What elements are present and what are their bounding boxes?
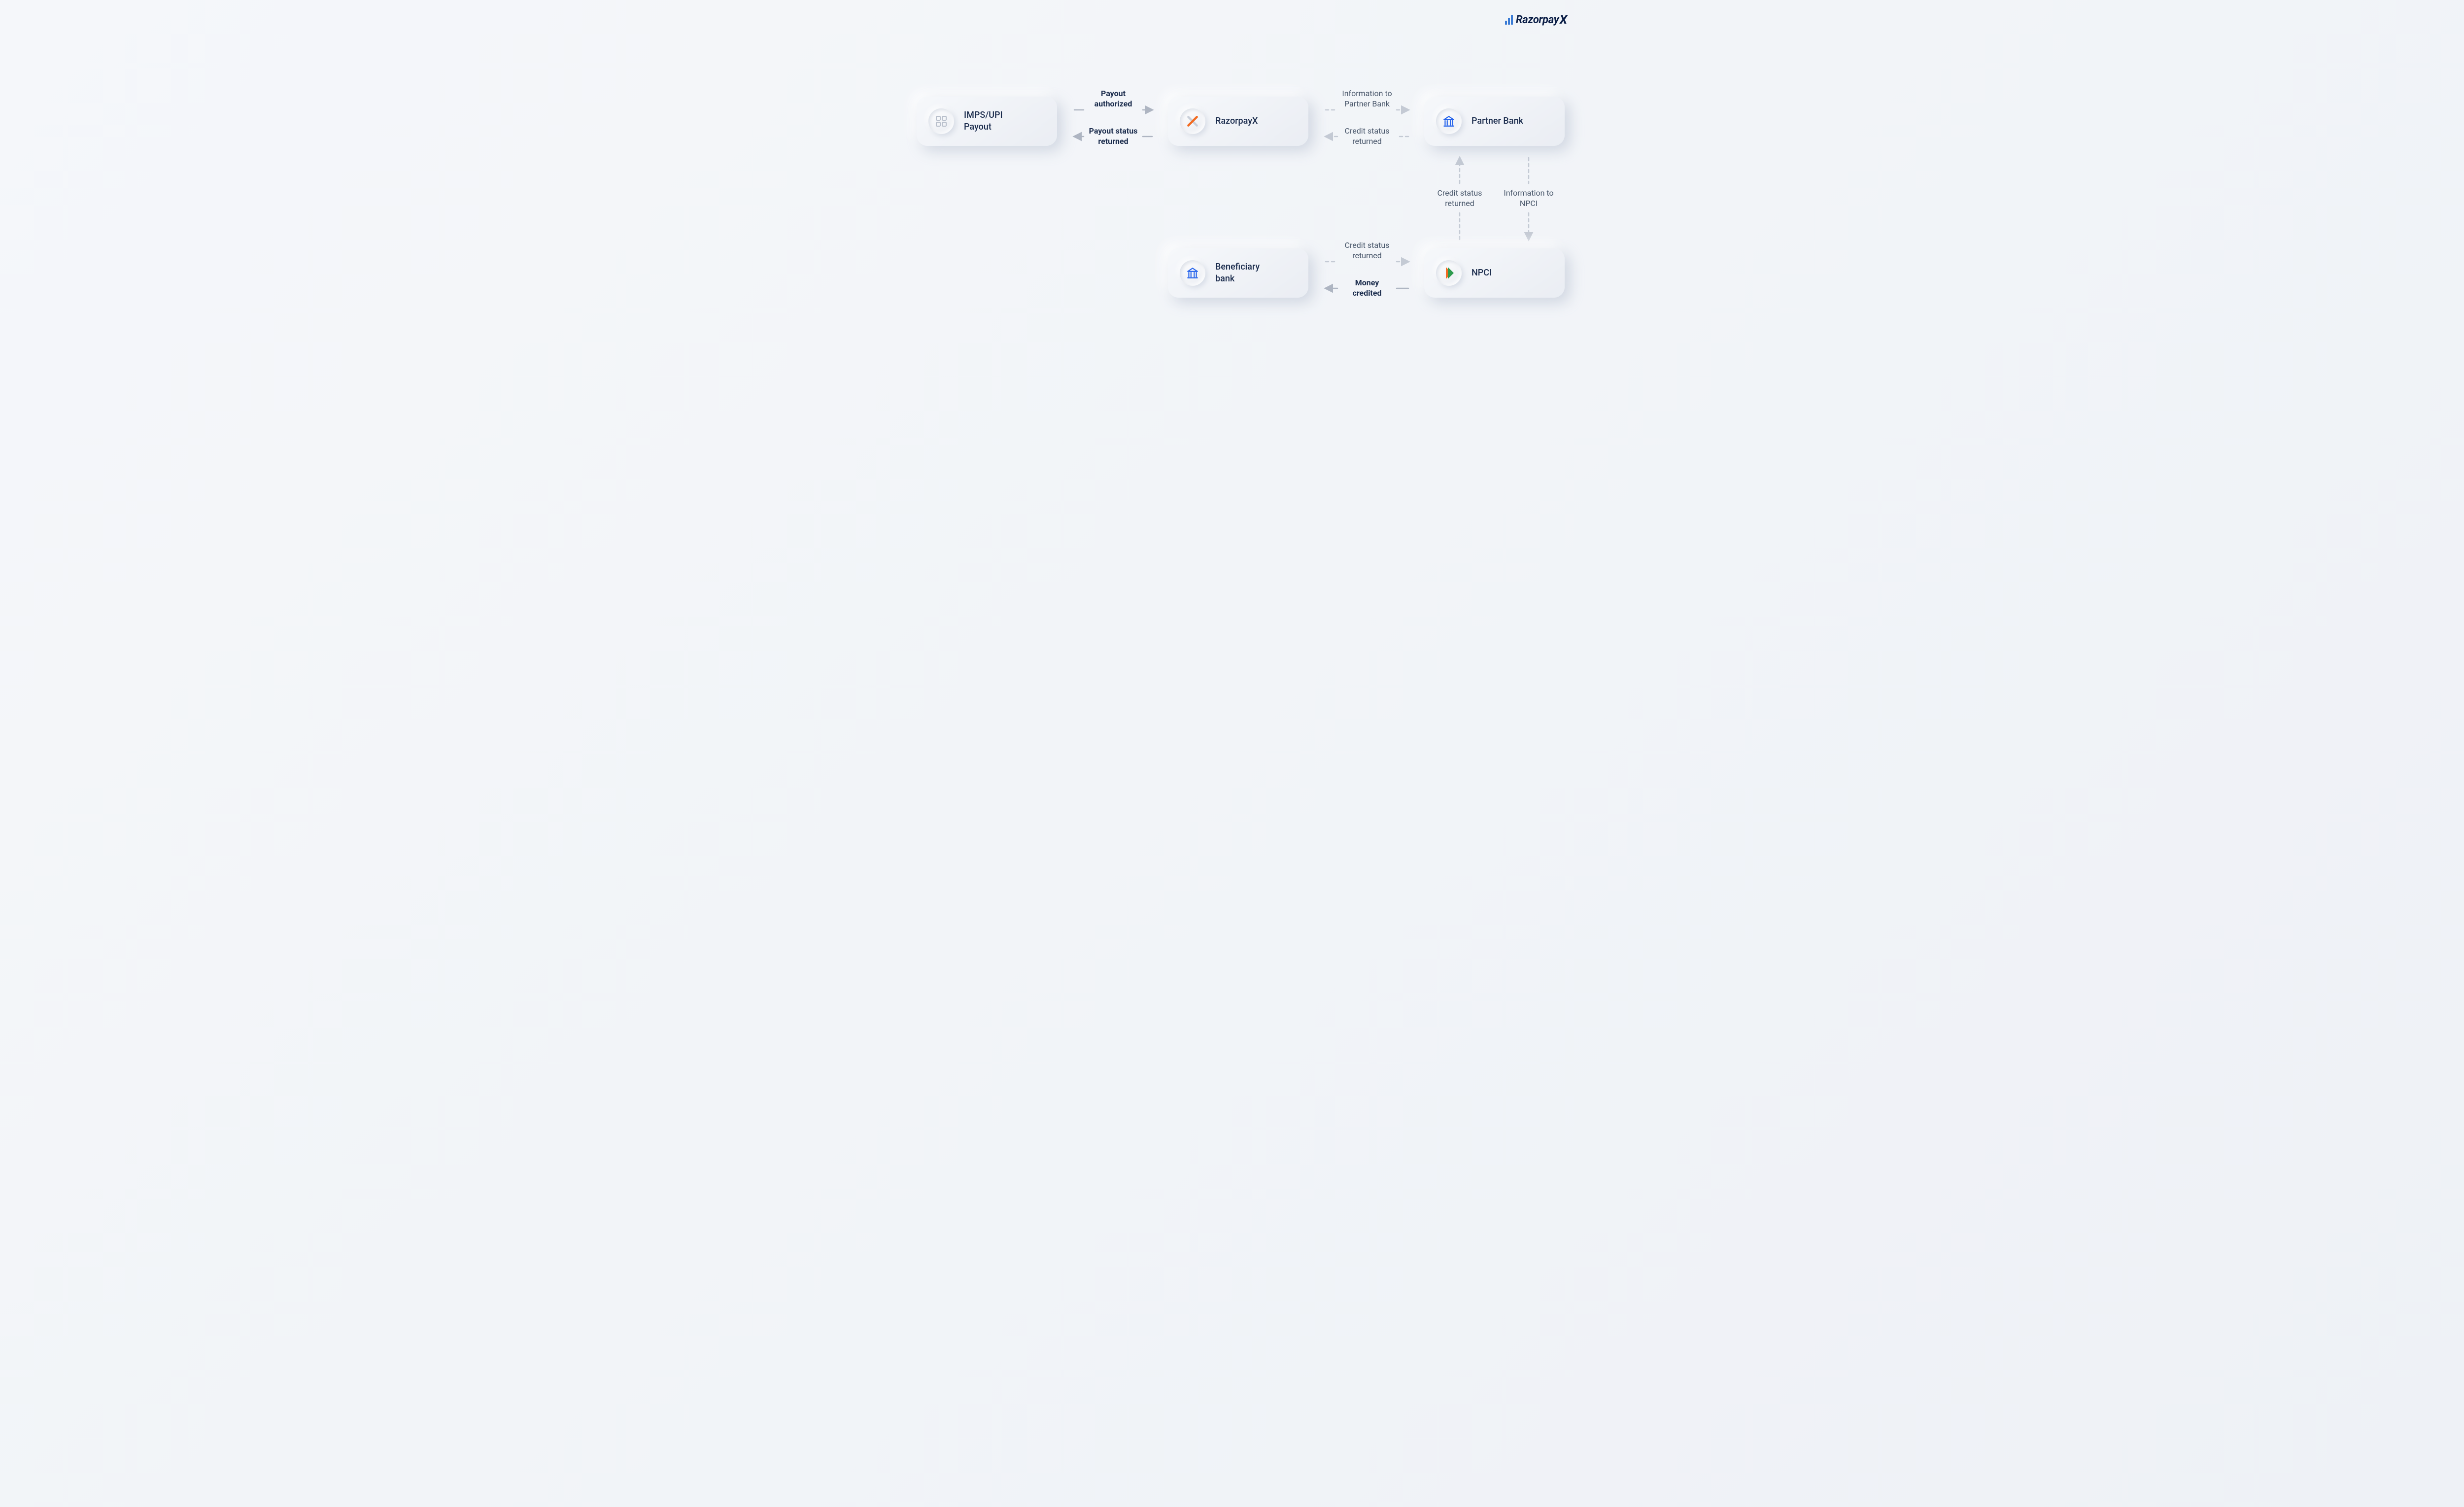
bank-icon: [1436, 108, 1462, 134]
node-beneficiary-bank: Beneficiary bank: [1168, 248, 1308, 298]
node-payout: IMPS/UPI Payout: [917, 97, 1057, 146]
brand-name: Razorpay: [1516, 14, 1559, 26]
edge-label-e2: Payout status returned: [1074, 126, 1153, 147]
npci-icon: [1436, 260, 1462, 286]
logo-bars-icon: [1505, 15, 1513, 25]
bank-icon: [1180, 260, 1205, 286]
node-razorpayx: RazorpayX: [1168, 97, 1308, 146]
node-partner-bank-label: Partner Bank: [1472, 115, 1523, 127]
node-npci-label: NPCI: [1472, 267, 1492, 279]
razorpayx-icon: [1180, 108, 1205, 134]
edge-label-e1: Payout authorized: [1074, 89, 1153, 109]
edge-label-e8: Money credited: [1328, 278, 1406, 299]
brand-logo: Razorpay X: [1505, 13, 1567, 27]
grid-icon: [928, 108, 954, 134]
node-npci: NPCI: [1424, 248, 1565, 298]
brand-suffix: X: [1560, 13, 1567, 27]
diagram-canvas: Razorpay X IMPS/UPI Payout: [877, 0, 1587, 417]
edge-label-e6: Credit status returned: [1420, 188, 1499, 209]
node-razorpayx-label: RazorpayX: [1215, 115, 1258, 127]
node-partner-bank: Partner Bank: [1424, 97, 1565, 146]
node-payout-label: IMPS/UPI Payout: [964, 109, 1003, 134]
edge-label-e5: Information to NPCI: [1489, 188, 1568, 209]
node-beneficiary-bank-label: Beneficiary bank: [1215, 261, 1260, 285]
edge-label-e4: Credit status returned: [1328, 126, 1406, 147]
edge-label-e7: Credit status returned: [1328, 240, 1406, 261]
edge-label-e3: Information to Partner Bank: [1328, 89, 1406, 109]
